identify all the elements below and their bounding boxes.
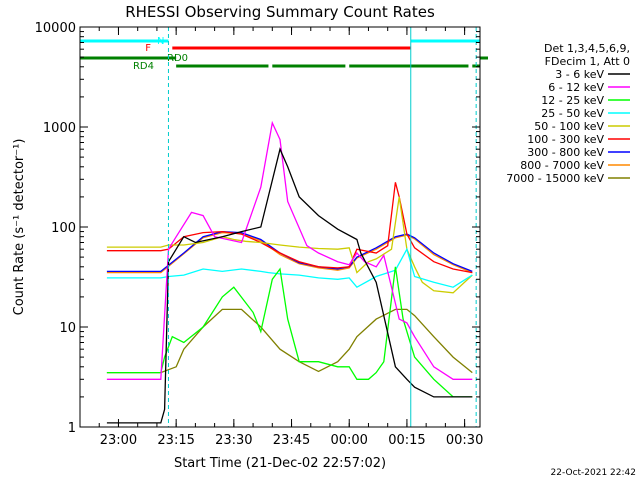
- legend-entry-label: 7000 - 15000 keV: [506, 172, 604, 185]
- x-tick-label: 23:30: [215, 433, 252, 448]
- x-tick-label: 23:15: [157, 433, 194, 448]
- axes-layer: 1 10 100 1000 10000 23:00 23:15 23:30 23:45 00:00…: [35, 21, 484, 448]
- legend-entry-label: 3 - 6 keV: [555, 68, 604, 81]
- series-line-7000-15000-kev: [106, 308, 473, 374]
- legend-header-line: FDecim 1, Att 0: [545, 55, 630, 68]
- x-tick-label: 00:00: [330, 433, 367, 448]
- legend-entry-label: 50 - 100 keV: [534, 120, 604, 133]
- footer-date: 22-Oct-2021 22:42: [551, 468, 636, 478]
- legend-entry-label: 12 - 25 keV: [541, 94, 604, 107]
- legend-entry-label: 800 - 7000 keV: [520, 159, 604, 172]
- x-tick-label: 23:00: [100, 433, 137, 448]
- chart-title: RHESSI Observing Summary Count Rates: [125, 3, 435, 21]
- flag-label-rd4: RD4: [133, 61, 154, 72]
- flags-layer: NF RD0 RD4: [80, 36, 488, 72]
- y-axis-label: Count Rate (s⁻¹ detector⁻¹): [12, 139, 27, 316]
- legend-entry-label: 6 - 12 keV: [548, 81, 604, 94]
- series-line-3-6-kev: [106, 147, 473, 424]
- legend-entry-label: 100 - 300 keV: [527, 133, 604, 146]
- y-tick-label: 100: [51, 221, 76, 236]
- x-axis-label: Start Time (21-Dec-02 22:57:02): [174, 456, 386, 471]
- series-line-6-12-kev: [106, 120, 473, 380]
- series-line-12-25-kev: [106, 266, 473, 398]
- flag-label-rd0: RD0: [167, 53, 188, 64]
- series-line-800-7000-kev: [106, 231, 473, 274]
- y-tick-label: 10: [59, 321, 76, 336]
- legend-entry-label: 25 - 50 keV: [541, 107, 604, 120]
- y-tick-label: 1: [68, 421, 76, 436]
- legend-header-line: Det 1,3,4,5,6,9,: [544, 42, 630, 55]
- y-tick-label: 10000: [35, 21, 76, 36]
- x-tick-label: 23:45: [273, 433, 310, 448]
- y-tick-label: 1000: [43, 121, 76, 136]
- x-tick-label: 00:30: [446, 433, 483, 448]
- flag-label-f: F: [145, 43, 151, 54]
- series-layer: [106, 120, 473, 424]
- flag-label-n: N: [157, 36, 164, 47]
- legend-entry-label: 300 - 800 keV: [527, 146, 604, 159]
- legend: Det 1,3,4,5,6,9,FDecim 1, Att 03 - 6 keV…: [506, 42, 630, 185]
- series-line-100-300-kev: [106, 182, 473, 274]
- x-tick-label: 00:15: [388, 433, 425, 448]
- series-line-50-100-kev: [106, 196, 473, 294]
